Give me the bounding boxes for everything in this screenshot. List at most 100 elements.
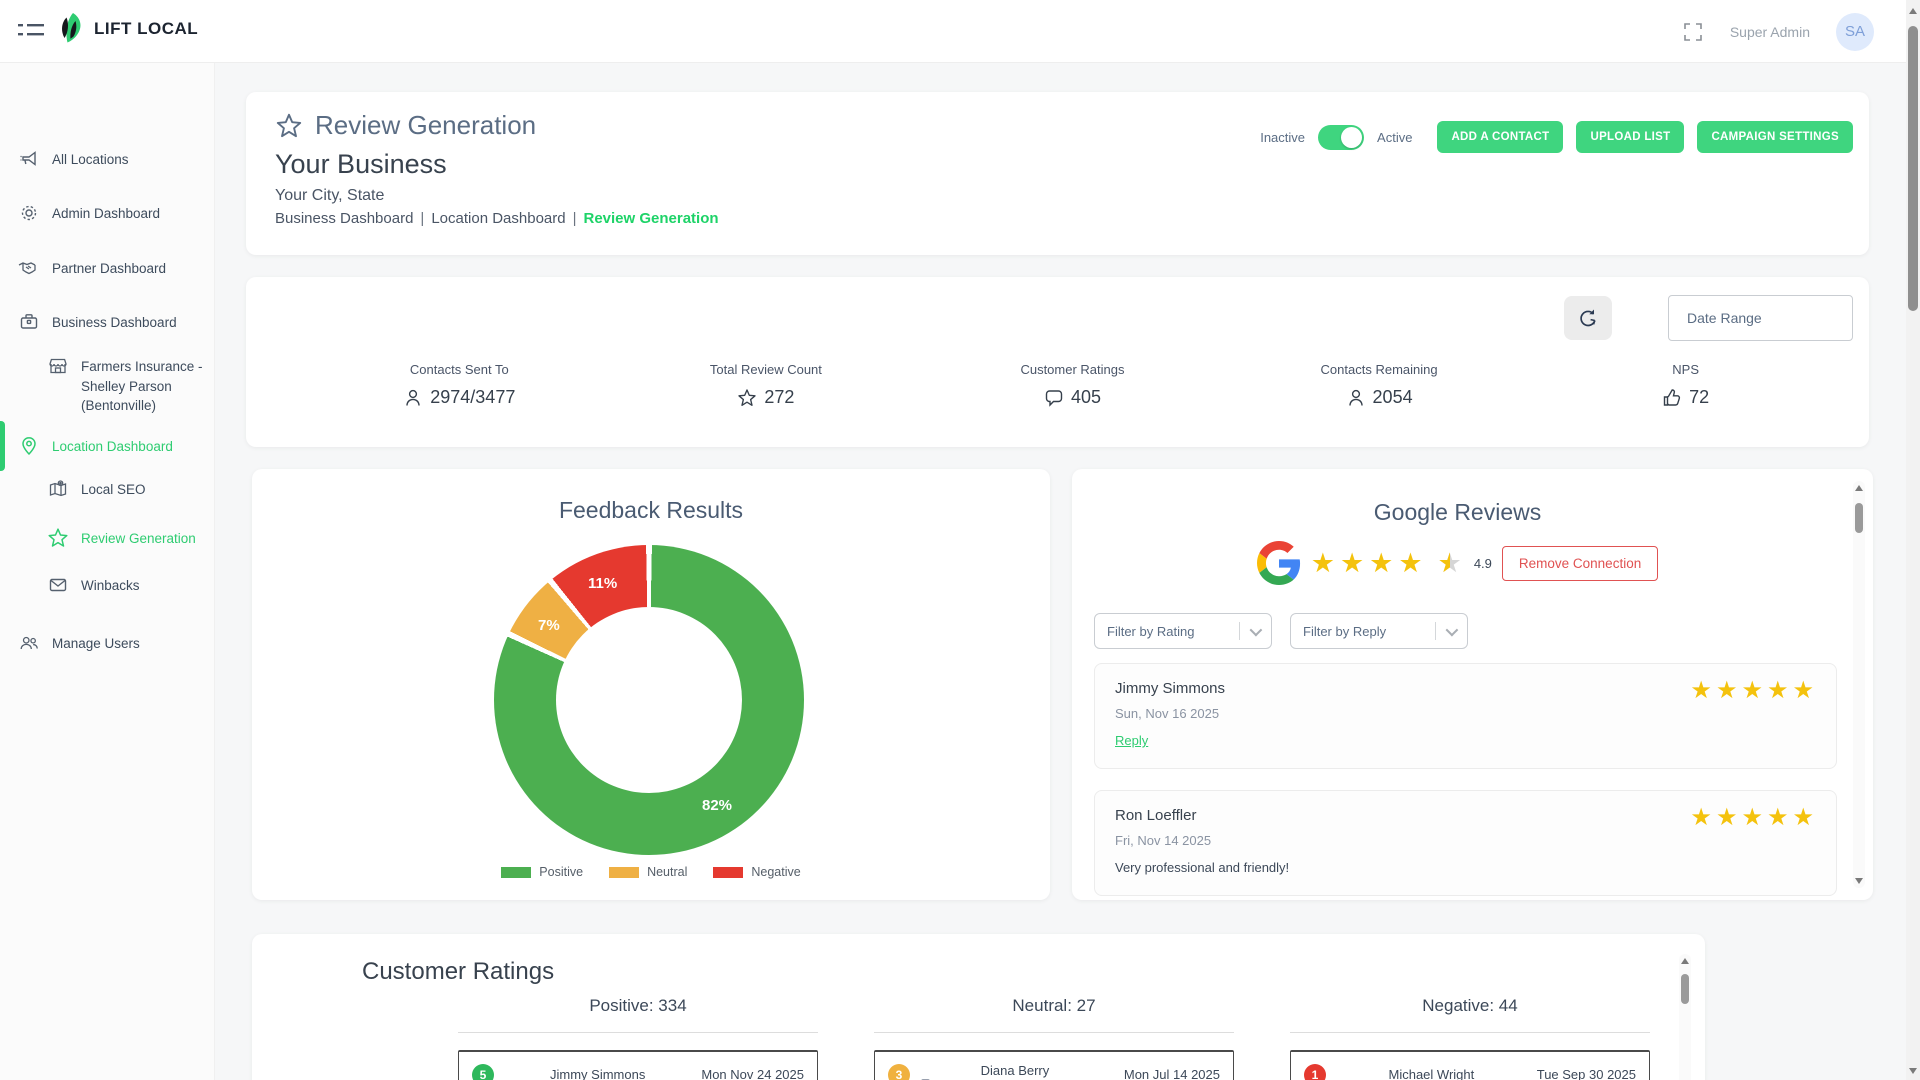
scroll-down-arrow-icon[interactable]: [1909, 1068, 1917, 1074]
legend-neutral: Neutral: [609, 865, 687, 879]
stat-value: 405: [1070, 387, 1101, 407]
rating-row[interactable]: 1 Michael Wright Tue Sep 30 2025: [1290, 1050, 1650, 1080]
scroll-up-arrow-icon[interactable]: [1855, 485, 1863, 491]
campaign-settings-button[interactable]: CAMPAIGN SETTINGS: [1697, 121, 1853, 153]
stat-label: Contacts Sent To: [409, 362, 509, 377]
stat-value: 2974/3477: [430, 387, 516, 407]
sidebar-item-label: Location Dashboard: [52, 439, 173, 454]
divider: [874, 1032, 1234, 1033]
rating-stars-icon: ★★★★: [1310, 547, 1428, 578]
stat-label: Total Review Count: [709, 362, 822, 377]
rating-row[interactable]: 3 Diana Berry Mon Jul 14 2025: [874, 1050, 1234, 1080]
toggle-inactive-label: Inactive: [1260, 129, 1306, 145]
divider: [458, 1032, 818, 1033]
rating-row[interactable]: 5 Jimmy Simmons Mon Nov 24 2025: [458, 1050, 818, 1080]
feedback-donut-chart[interactable]: 11% 7% 82%: [494, 545, 804, 855]
scrollbar-thumb[interactable]: [1681, 974, 1689, 1004]
add-a-contact-button[interactable]: ADD A CONTACT: [1437, 121, 1564, 153]
score-badge: 5: [472, 1063, 494, 1080]
reviews-scrollbar[interactable]: [1853, 481, 1865, 888]
user-role-label: Super Admin: [1729, 23, 1810, 40]
page-scrollbar[interactable]: [1906, 0, 1920, 1080]
breadcrumb-separator: |: [420, 210, 425, 227]
feedback-results-card: Feedback Results 11% 7% 82% Positive Neu…: [252, 469, 1050, 900]
stat-value: 72: [1689, 387, 1710, 407]
sidebar-item-location-dashboard[interactable]: Location Dashboard: [0, 421, 215, 471]
users-icon: [18, 632, 40, 654]
sidebar-item-all-locations[interactable]: All Locations: [0, 148, 215, 170]
stats-row: Contacts Sent To 2974/3477 Total Review …: [306, 362, 1839, 408]
select-divider: [1239, 622, 1240, 640]
scroll-up-arrow-icon[interactable]: [1681, 958, 1689, 964]
sidebar-item-farmers-insurance-location[interactable]: Farmers Insurance - Shelley Parson (Bent…: [0, 355, 215, 416]
sidebar-item-business-dashboard[interactable]: Business Dashboard: [0, 311, 215, 333]
refresh-button[interactable]: [1564, 296, 1612, 340]
breadcrumb-review-generation[interactable]: Review Generation: [583, 210, 719, 227]
filter-placeholder: Filter by Rating: [1107, 623, 1195, 639]
remove-connection-button[interactable]: Remove Connection: [1501, 545, 1659, 581]
reply-link[interactable]: Reply: [1115, 733, 1149, 748]
sidebar-collapse-icon[interactable]: [18, 21, 44, 41]
star-icon: [275, 112, 303, 140]
review-text: Very professional and friendly!: [1115, 860, 1290, 875]
rating-date: Tue Sep 30 2025: [1536, 1067, 1636, 1080]
sidebar-item-winbacks[interactable]: Winbacks: [0, 574, 215, 596]
donut-neutral-label: 7%: [538, 617, 560, 634]
filter-by-rating-select[interactable]: Filter by Rating: [1094, 613, 1272, 649]
breadcrumb-separator: |: [572, 210, 577, 227]
stat-label: NPS: [1672, 362, 1700, 377]
sidebar-item-label: Business Dashboard: [52, 315, 177, 330]
toggle-active-label: Active: [1377, 129, 1413, 145]
page-title: Review Generation: [315, 110, 537, 140]
breadcrumb-business-dashboard[interactable]: Business Dashboard: [275, 210, 414, 227]
legend-label: Positive: [539, 865, 584, 879]
sidebar-item-label: Local SEO: [81, 482, 146, 497]
handshake-icon: [18, 257, 40, 279]
sidebar-item-review-generation[interactable]: Review Generation: [0, 527, 215, 549]
brand-name: LIFT LOCAL: [94, 19, 199, 38]
stat-label: Customer Ratings: [1020, 362, 1125, 377]
review-item: Ron Loeffler Fri, Nov 14 2025 Very profe…: [1094, 790, 1837, 896]
chevron-down-icon: [1445, 623, 1459, 636]
negative-column: Negative: 44 1 Michael Wright Tue Sep 30…: [1290, 996, 1650, 1080]
active-toggle[interactable]: [1318, 124, 1365, 150]
upload-list-button[interactable]: UPLOAD LIST: [1576, 121, 1685, 153]
legend-label: Negative: [751, 865, 801, 879]
half-star-icon: ★ ★: [1437, 547, 1462, 578]
breadcrumb-location-dashboard[interactable]: Location Dashboard: [431, 210, 566, 227]
review-stars-icon: ★★★★★: [1690, 804, 1818, 831]
fullscreen-icon[interactable]: [1682, 21, 1704, 43]
sidebar-item-partner-dashboard[interactable]: Partner Dashboard: [0, 257, 215, 279]
brand-logo[interactable]: LIFT LOCAL: [56, 12, 198, 46]
chat-bubble-icon: [1044, 388, 1064, 408]
sidebar-item-manage-users[interactable]: Manage Users: [0, 632, 215, 654]
user-avatar[interactable]: SA: [1836, 12, 1874, 51]
google-reviews-title: Google Reviews: [1373, 499, 1542, 525]
filter-by-reply-select[interactable]: Filter by Reply: [1290, 613, 1468, 649]
score-badge: 3: [888, 1063, 910, 1080]
business-name: Your Business: [275, 149, 447, 179]
select-divider: [1435, 622, 1436, 640]
top-bar: LIFT LOCAL Super Admin SA: [0, 0, 1920, 63]
page-header-card: Review Generation Your Business Your Cit…: [246, 92, 1869, 255]
thumbs-up-icon: [1662, 388, 1682, 408]
scrollbar-thumb[interactable]: [1855, 503, 1863, 533]
neutral-swatch: [609, 866, 640, 878]
reviewer-name: Jimmy Simmons: [1115, 680, 1226, 697]
date-range-input[interactable]: [1668, 295, 1853, 341]
scrollbar-thumb[interactable]: [1908, 26, 1918, 311]
sidebar-item-admin-dashboard[interactable]: Admin Dashboard: [0, 202, 215, 224]
sidebar-item-local-seo[interactable]: Local SEO: [0, 478, 215, 500]
positive-swatch: [501, 866, 532, 878]
sidebar-item-label: Manage Users: [52, 636, 140, 651]
stat-total-review-count: Total Review Count 272: [613, 362, 920, 408]
scroll-down-arrow-icon[interactable]: [1855, 878, 1863, 884]
star-icon: [47, 527, 69, 549]
positive-column: Positive: 334 5 Jimmy Simmons Mon Nov 24…: [458, 996, 818, 1080]
reviewer-name: Ron Loeffler: [1115, 807, 1197, 824]
negative-swatch: [713, 866, 744, 878]
stat-nps: NPS 72: [1532, 362, 1839, 408]
map-pin-icon: [18, 435, 40, 457]
scroll-up-arrow-icon[interactable]: [1909, 8, 1917, 14]
ratings-scrollbar[interactable]: [1679, 954, 1691, 1080]
